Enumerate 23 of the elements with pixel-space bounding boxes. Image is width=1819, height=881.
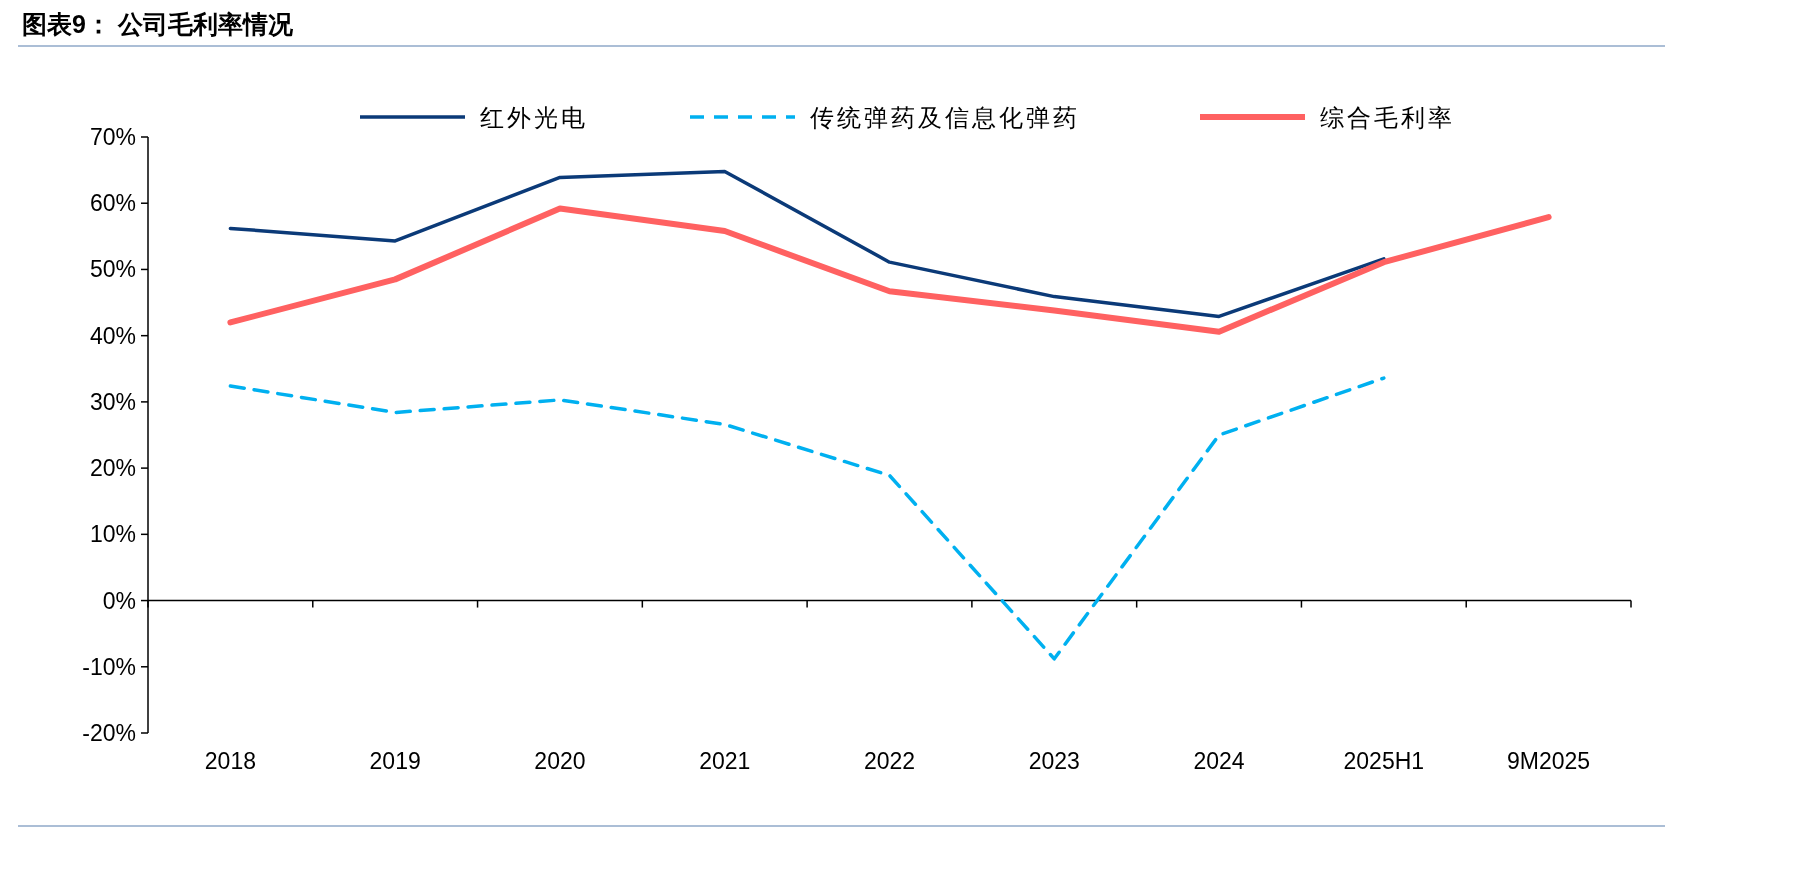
y-tick-label: 30%	[89, 388, 136, 415]
legend-label: 红外光电	[480, 104, 588, 131]
legend-label: 传统弹药及信息化弹药	[810, 104, 1080, 131]
x-tick-label: 2025H1	[1343, 748, 1425, 774]
x-tick-label: 2020	[534, 748, 586, 774]
y-tick-label: 20%	[89, 455, 136, 482]
chart-title: 图表9： 公司毛利率情况	[22, 10, 294, 38]
legend-label: 综合毛利率	[1320, 104, 1455, 131]
x-tick-label: 2023	[1028, 748, 1080, 774]
y-tick-label: -20%	[82, 720, 136, 746]
y-tick-label: 70%	[89, 124, 136, 150]
x-tick-label: 2018	[204, 748, 256, 774]
x-tick-label: 2024	[1193, 748, 1245, 774]
y-tick-label: 10%	[89, 521, 136, 548]
x-tick-label: 2021	[699, 748, 751, 774]
x-tick-label: 9M2025	[1507, 748, 1591, 774]
y-tick-label: -10%	[82, 653, 136, 680]
y-tick-label: 50%	[89, 256, 136, 283]
y-tick-label: 0%	[102, 587, 136, 614]
x-tick-label: 2019	[369, 748, 421, 774]
x-tick-label: 2022	[863, 748, 916, 774]
y-tick-label: 40%	[89, 322, 136, 349]
y-tick-label: 60%	[89, 190, 136, 217]
